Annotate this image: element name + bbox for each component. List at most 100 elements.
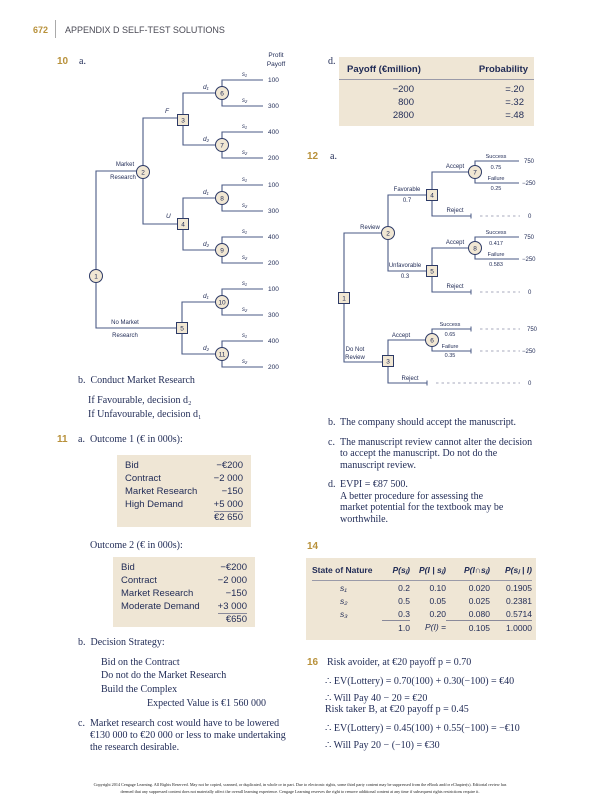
question-number-12: 12 [307,151,319,162]
part-label: c. [328,437,335,448]
answer-line: The company should accept the manuscript… [340,417,517,428]
payoff-value: −250 [522,181,536,187]
outcome-amount: −150 [225,588,247,599]
answer-line: manuscript review. [340,460,416,471]
branch-label: Success [486,154,507,160]
payoff-value: 750 [527,327,538,333]
table-cell: 0.5 [398,595,410,606]
outcome-amount: −€200 [220,562,247,573]
outcome-amount: −€200 [216,460,243,471]
question-number-14: 14 [307,541,319,552]
answer-line: market potential for the textbook may be [340,502,504,513]
answer-line: Market research cost would have to be lo… [90,718,280,729]
tree-label: Review [345,355,365,361]
answer-line: to accept the manuscript. Do not do the [340,448,498,459]
payoff-value: 0 [528,214,532,220]
header-rule [339,79,534,80]
answer-line: The manuscript review cannot alter the d… [340,437,533,448]
answer-line: ∴ EV(Lottery) = 0.45(100) + 0.55(−100) =… [325,723,520,734]
tree-label: U [166,213,171,220]
decision-node [426,189,438,201]
table-row: 1.0 P(I) = 0.105 1.0000 [312,621,532,635]
payoff-value: 400 [268,129,279,136]
payoff-value: 0 [528,381,532,387]
table-cell: 0.2381 [506,595,532,606]
payoff-value: 200 [268,155,279,162]
expected-value: Expected Value is €1 560 000 [147,698,266,709]
chance-node [215,86,229,100]
q11-a: a. Outcome 1 (€ in 000s): [78,434,183,446]
part-label: b. [328,417,336,428]
part-label: a. [330,151,337,162]
state-label: s₂ [242,307,248,313]
branch-label: Accept [446,164,465,170]
table-cell: 0.025 [468,595,490,606]
payoff-value: 750 [524,235,535,241]
q11-b: b. Decision Strategy: [78,637,165,649]
outcome1-box: Bid −€200 Contract −2 000 Market Research −15… [117,455,251,527]
state-label: s₁ [242,229,247,235]
decision-label: d₂ [203,345,210,352]
table-header-row: State of Nature P(sⱼ) P(I | sⱼ) P(I∩sⱼ) … [312,560,532,581]
decision-label: d₂ [203,241,210,248]
column-header: Probability [478,64,528,75]
tree-label: Do Not [346,347,365,353]
column-header: P(I∩sⱼ) [463,564,490,575]
table-row: s₁ 0.2 0.10 0.020 0.1905 [312,581,532,595]
answer-line: If Favourable, decision d₂ [88,395,192,406]
node-number: 4 [430,192,434,199]
page-title: APPENDIX D SELF-TEST SOLUTIONS [65,25,225,35]
outcome-total: €650 [225,614,247,625]
tree-label: Favorable [394,187,421,193]
payoff-value: 200 [268,364,279,371]
outcome-item: Bid [121,562,135,573]
payoff-value: 750 [524,159,535,165]
outcome-item: Contract [121,575,157,586]
table-cell: 0.3 [382,607,410,621]
header-divider [55,20,56,38]
table-cell: 1.0000 [506,622,532,633]
node-number: 8 [473,245,477,252]
answer-line: Do not do the Market Research [101,670,227,681]
node-number: 5 [430,268,434,275]
table-cell: 0.20 [429,608,446,619]
outcome-title: Outcome 1 (€ in 000s): [89,434,183,445]
chance-node [468,241,482,255]
answer-line: Bid on the Contract [101,657,180,668]
part-label: a. [78,434,85,445]
answer-line: Risk taker B, at €20 payoff p = 0.45 [325,704,469,715]
answer-line: ∴ EV(Lottery) = 0.70(100) + 0.30(−100) =… [325,676,515,687]
answer-text: Conduct Market Research [90,375,195,386]
payoff-value: 100 [268,286,279,293]
decision-node [177,218,189,230]
chance-node [381,226,395,240]
chance-node [215,243,229,257]
outcome-amount: −2 000 [213,473,243,484]
decision-node [338,292,350,304]
payoff-probability-table: Payoff (€million) Probability −200 =.20 … [339,57,534,126]
table-cell: s₃ [340,608,348,619]
part-label: a. [79,56,86,67]
chance-node [89,269,103,283]
payoff-value: −250 [522,257,536,263]
chance-node [136,165,150,179]
answer-line: €130 000 to €20 000 or less to make unde… [90,730,286,741]
tree-branch [95,170,182,329]
table-cell: =.48 [505,110,524,121]
chance-node [468,165,482,179]
outcome-amount: +3 000 [217,601,247,614]
chance-node [215,138,229,152]
outcome-item: Moderate Demand [121,601,200,612]
branch-label: Failure [488,176,505,182]
probability-label: 0.3 [401,274,410,280]
column-header: Payoff (€million) [347,64,421,75]
payoff-value: 300 [268,103,279,110]
bayes-table-box: State of Nature P(sⱼ) P(I | sⱼ) P(I∩sⱼ) … [306,558,536,640]
table-cell: P(I) = [424,622,446,633]
table-cell: s₂ [340,595,348,606]
node-number: 2 [141,169,145,176]
answer-line: worthwhile. [340,514,389,525]
state-label: s₂ [242,359,248,365]
answer-line: Risk avoider, at €20 payoff p = 0.70 [327,657,472,668]
branch-label: Failure [488,252,505,258]
